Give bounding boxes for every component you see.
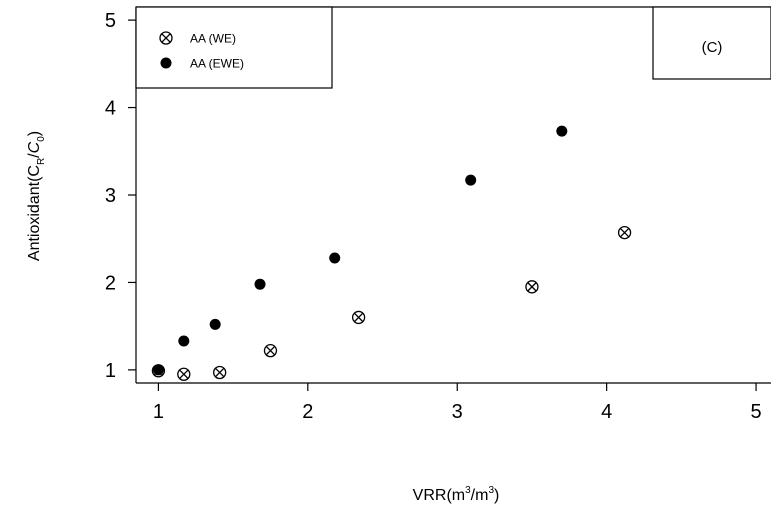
point-aa-we <box>213 365 227 380</box>
legend-label: AA (WE) <box>190 32 236 46</box>
point-aa-we <box>177 367 191 381</box>
point-aa-we <box>617 225 632 240</box>
legend-box <box>135 6 333 89</box>
point-aa-ewe <box>209 318 221 330</box>
y-tick-label: 5 <box>105 10 116 32</box>
legend: AA (WE) AA (EWE) <box>135 6 333 89</box>
data-points <box>151 125 632 381</box>
panel-label: (C) <box>702 39 723 56</box>
point-aa-ewe <box>556 125 568 137</box>
point-aa-ewe <box>254 278 266 290</box>
y-tick-label: 2 <box>105 272 116 294</box>
legend-marker <box>160 57 172 69</box>
axis-ticks: 1 2 3 4 5 1 2 3 4 5 <box>105 10 762 423</box>
point-aa-ewe <box>178 335 190 347</box>
y-tick-label: 1 <box>105 360 116 382</box>
x-tick-label: 4 <box>601 401 612 423</box>
point-aa-ewe <box>329 252 341 264</box>
legend-label: AA (EWE) <box>190 57 244 71</box>
x-tick-label: 5 <box>750 401 761 423</box>
point-aa-we <box>263 343 278 358</box>
x-tick-label: 3 <box>452 401 463 423</box>
point-aa-we <box>351 310 366 325</box>
y-axis-title: Antioxidant(CR/C0) <box>26 131 47 261</box>
panel-label-box: (C) <box>652 6 771 80</box>
x-tick-label: 2 <box>302 401 313 423</box>
x-tick-label: 1 <box>153 401 164 423</box>
point-aa-ewe <box>152 364 164 376</box>
x-axis-title: VRR(m3/m3) <box>413 485 500 504</box>
y-tick-label: 4 <box>105 98 116 120</box>
y-tick-label: 3 <box>105 185 116 207</box>
point-aa-we <box>525 280 539 294</box>
legend-marker <box>159 31 173 45</box>
point-aa-ewe <box>465 174 477 186</box>
